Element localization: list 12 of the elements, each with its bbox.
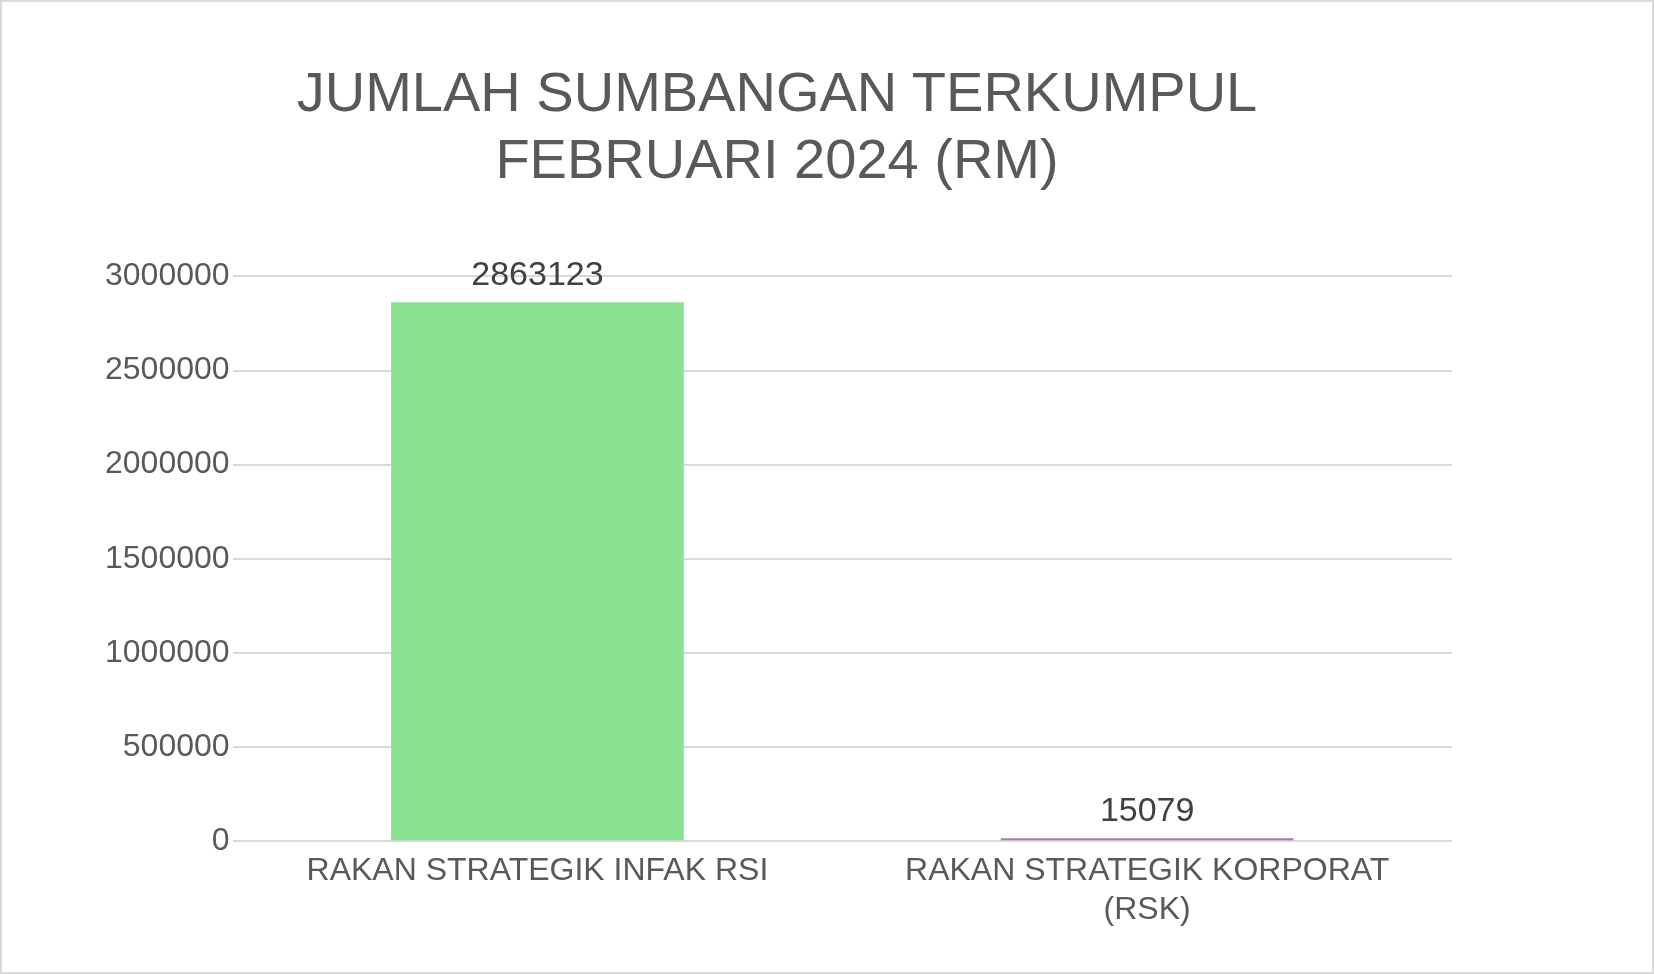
chart-title: JUMLAH SUMBANGAN TERKUMPUL FEBRUARI 2024 (RM) [296,60,1258,191]
y-tick-label: 1500000 [105,538,230,575]
x-tick-label: RAKAN STRATEGIK KORPORAT (RSK) [905,851,1390,926]
y-tick-label: 3000000 [105,256,230,293]
y-tick-label: 2000000 [105,444,230,481]
y-tick-label: 1000000 [105,632,230,669]
data-label: 15079 [1099,789,1195,828]
data-label: 2863123 [471,253,604,292]
x-tick-label: RAKAN STRATEGIK INFAK RSI [306,851,769,888]
y-tick-label: 0 [211,821,230,858]
y-tick-label: 500000 [122,726,230,763]
y-tick-label: 2500000 [105,350,230,387]
